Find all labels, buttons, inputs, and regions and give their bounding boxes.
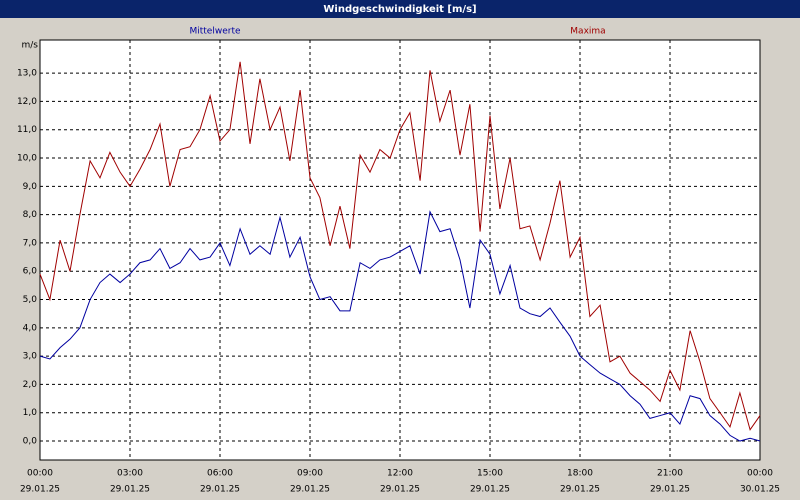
x-tick-date: 29.01.25: [560, 485, 600, 495]
y-tick-label: 4,0: [23, 323, 38, 333]
y-tick-label: 7,0: [23, 238, 38, 248]
y-tick-label: 11,0: [17, 125, 37, 135]
x-tick-label: 06:00: [207, 469, 233, 479]
x-tick-date: 29.01.25: [380, 485, 420, 495]
x-tick-label: 00:00: [27, 469, 53, 479]
chart-title: Windgeschwindigkeit [m/s]: [323, 4, 476, 15]
x-tick-date: 29.01.25: [470, 485, 510, 495]
x-tick-date: 29.01.25: [110, 485, 150, 495]
y-tick-label: 13,0: [17, 69, 37, 79]
y-tick-label: 6,0: [23, 267, 38, 277]
x-tick-label: 15:00: [477, 469, 503, 479]
y-tick-label: 9,0: [23, 182, 38, 192]
x-tick-label: 00:00: [747, 469, 773, 479]
x-tick-date: 29.01.25: [20, 485, 60, 495]
y-tick-label: 12,0: [17, 97, 37, 107]
series-line: [39, 210, 761, 442]
x-tick-label: 21:00: [657, 469, 683, 479]
legend-label: Mittelwerte: [189, 27, 240, 37]
x-tick-label: 09:00: [297, 469, 323, 479]
series-line: [39, 61, 761, 431]
legend-label: Maxima: [570, 27, 605, 37]
x-tick-date: 29.01.25: [650, 485, 690, 495]
x-tick-label: 03:00: [117, 469, 143, 479]
y-tick-label: 1,0: [23, 408, 38, 418]
x-tick-label: 18:00: [567, 469, 593, 479]
y-tick-label: 2,0: [23, 380, 38, 390]
x-tick-date: 29.01.25: [200, 485, 240, 495]
y-tick-label: 8,0: [23, 210, 38, 220]
y-tick-label: 5,0: [23, 295, 38, 305]
y-tick-label: 0,0: [23, 437, 38, 447]
y-unit: m/s: [22, 41, 39, 51]
x-tick-date: 30.01.25: [740, 485, 780, 495]
x-tick-label: 12:00: [387, 469, 413, 479]
y-tick-label: 3,0: [23, 352, 38, 362]
y-tick-label: 10,0: [17, 154, 37, 164]
x-tick-date: 29.01.25: [290, 485, 330, 495]
title-bar: [0, 0, 800, 18]
